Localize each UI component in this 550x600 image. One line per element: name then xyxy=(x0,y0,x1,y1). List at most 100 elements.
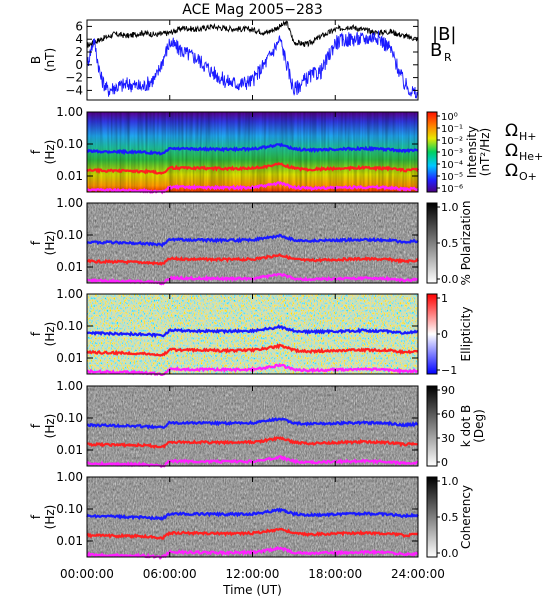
gyrofrequency-H-line xyxy=(86,142,419,156)
y-tick-label: 1.00 xyxy=(56,105,83,119)
y-axis-unit: (nT) xyxy=(43,48,57,72)
x-axis-label: Time (UT) xyxy=(222,583,282,597)
series-b-r-line xyxy=(86,30,419,99)
colorbar xyxy=(426,293,438,375)
legend-omega-H: Ω xyxy=(505,121,518,141)
colorbar-tick-label: 30 xyxy=(441,432,455,445)
colorbar xyxy=(426,202,438,284)
y-tick-label: 0.01 xyxy=(56,351,83,365)
y-axis-label: f xyxy=(29,331,43,336)
gyrofrequency-He-line xyxy=(87,253,419,267)
colorbar-tick-label: 60 xyxy=(441,408,455,421)
y-tick-label: 0.10 xyxy=(56,502,83,516)
colorbar-tick-label: 0 xyxy=(441,456,448,469)
y-axis-unit: (Hz) xyxy=(43,322,57,347)
colorbar xyxy=(426,476,438,558)
colorbar-tick-label: 1 xyxy=(441,292,448,305)
y-axis-unit: (Hz) xyxy=(43,231,57,256)
colorbar-tick-label: 10⁻¹ xyxy=(441,124,463,135)
y-tick-label: 4 xyxy=(75,32,83,46)
y-axis-label: f xyxy=(29,514,43,519)
y-tick-label: 1.00 xyxy=(56,196,83,210)
gyrofrequency-He-line xyxy=(86,162,419,175)
gyrofrequency-H-line xyxy=(86,507,419,521)
y-tick-label: 0.01 xyxy=(56,443,83,457)
colorbar-unit: (Deg) xyxy=(472,409,486,443)
y-axis-label: B xyxy=(29,56,43,64)
legend-b-r: B xyxy=(430,40,442,61)
gyrofrequency-O-line xyxy=(86,181,419,195)
gyrofrequency-He-line xyxy=(86,527,419,540)
gyrofrequency-H-line xyxy=(86,416,419,430)
x-tick-label: 24:00:00 xyxy=(391,567,445,581)
legend-omega-O: Ω xyxy=(505,161,518,181)
x-tick-label: 18:00:00 xyxy=(308,567,362,581)
colorbar-tick-label: 0.0 xyxy=(441,547,459,560)
y-tick-label: 0.01 xyxy=(56,260,83,274)
y-tick-label: 1.00 xyxy=(56,470,83,484)
colorbar-unit: (nT²/Hz) xyxy=(478,128,492,176)
y-axis-label: f xyxy=(29,240,43,245)
gyrofrequency-H-line xyxy=(86,233,419,248)
colorbar-tick-label: 10⁻⁴ xyxy=(441,160,463,171)
y-tick-label: −4 xyxy=(65,83,83,97)
colorbar-tick-label: 10⁻⁶ xyxy=(441,184,463,195)
legend-omega-He-subscript: He+ xyxy=(519,150,543,163)
y-tick-label: 0.10 xyxy=(56,228,83,242)
legend-b-r-subscript: R xyxy=(444,51,452,64)
x-tick-label: 00:00:00 xyxy=(60,567,114,581)
colorbar-label: k dot B xyxy=(459,405,473,447)
colorbar xyxy=(426,111,438,193)
colorbar-label: Ellipticity xyxy=(459,307,473,362)
colorbar-tick-label: 90 xyxy=(441,384,455,397)
y-tick-label: 0.01 xyxy=(56,534,83,548)
panel-intensity: 1.00 0.10 0.01 f (Hz) 10⁰10⁻¹10⁻²10⁻³10⁻⁴10⁻⁵… xyxy=(29,105,543,195)
legend-omega-H-subscript: H+ xyxy=(519,130,537,143)
chart-title: ACE Mag 2005−283 xyxy=(182,2,322,18)
y-tick-label: 0.10 xyxy=(56,319,83,333)
y-tick-label: 0.01 xyxy=(56,169,83,183)
colorbar-label: % Polarization xyxy=(459,201,473,286)
y-tick-label: 0.10 xyxy=(56,411,83,425)
colorbar-tick-label: 0.5 xyxy=(441,237,459,250)
legend-omega-He: Ω xyxy=(505,141,518,161)
x-tick-label: 06:00:00 xyxy=(143,567,197,581)
colorbar-tick-label: 1.0 xyxy=(441,475,459,488)
y-axis-unit: (Hz) xyxy=(43,414,57,439)
colorbar-tick-label: 10⁻⁵ xyxy=(441,172,463,183)
colorbar-tick-label: 0.5 xyxy=(441,511,459,524)
y-tick-label: 2 xyxy=(75,45,83,59)
gyrofrequency-H-line xyxy=(86,324,419,339)
colorbar-tick-label: 10⁻² xyxy=(441,136,463,147)
gyrofrequency-He-line xyxy=(86,436,419,450)
gyrofrequency-He-line xyxy=(86,343,419,357)
series-b-magnitude-line xyxy=(86,20,419,48)
y-tick-label: 0 xyxy=(75,58,83,72)
legend-omega-O-subscript: O+ xyxy=(519,170,537,183)
gyrofrequency-O-line xyxy=(86,362,419,377)
colorbar-tick-label: 0 xyxy=(441,328,448,341)
y-tick-label: 0.10 xyxy=(56,137,83,151)
colorbar-tick-label: 0.0 xyxy=(441,273,459,286)
y-axis-unit: (Hz) xyxy=(43,505,57,530)
colorbar-tick-label: 10⁰ xyxy=(441,112,458,123)
y-tick-label: −2 xyxy=(65,71,83,85)
colorbar-label: Coherency xyxy=(459,485,473,549)
panel-polarization: 1.00 0.10 0.01 f (Hz) 1.0 0.5 0.0% Polarization xyxy=(29,196,473,286)
legend-b-magnitude: |B| xyxy=(432,24,456,45)
colorbar-label: Intensity xyxy=(465,126,479,178)
y-axis-label: f xyxy=(29,423,43,428)
y-tick-label: 1.00 xyxy=(56,379,83,393)
colorbar-tick-label: 1.0 xyxy=(441,201,459,214)
colorbar-tick-label: 10⁻³ xyxy=(441,148,463,159)
colorbar xyxy=(426,385,438,467)
colorbar-tick-label: −1 xyxy=(441,364,457,377)
y-tick-label: 1.00 xyxy=(56,287,83,301)
y-axis-label: f xyxy=(29,149,43,154)
panel-k-dot-b: 1.00 0.10 0.01 f (Hz) 90 60 30 0 k dot B (Deg) xyxy=(29,379,486,469)
y-tick-label: 6 xyxy=(75,19,83,33)
